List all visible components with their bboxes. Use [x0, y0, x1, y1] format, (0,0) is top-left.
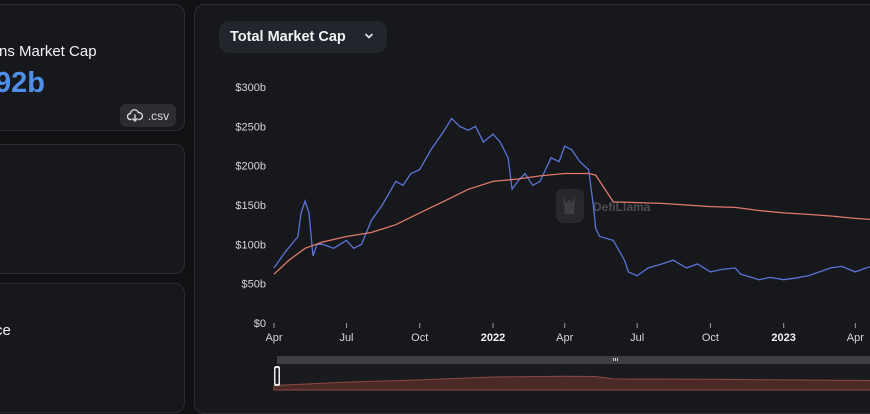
date-range-brush[interactable] [273, 356, 870, 391]
y-tick-label: $200b [235, 161, 266, 173]
y-tick-label: $150b [235, 200, 266, 212]
x-tick-label: Jul [339, 332, 353, 344]
x-tick-label: 2023 [771, 332, 795, 344]
cloud-download-icon [126, 109, 143, 122]
chevron-down-icon [365, 33, 373, 39]
x-tick-label: Apr [265, 332, 282, 344]
market-cap-value: 92b [0, 67, 45, 99]
brush-bar[interactable] [277, 356, 870, 364]
csv-label: .csv [147, 108, 170, 123]
watermark-text: DefiLlama [593, 200, 651, 214]
stat-card-3-label: ce [0, 322, 11, 339]
brush-grip-icon [613, 358, 618, 361]
market-cap-label: ns Market Cap [0, 43, 97, 60]
market-cap-chart: DefiLlama $0 $50b $100b $150b $200b $250b $300… [235, 82, 870, 391]
x-tick-label: Jul [630, 332, 644, 344]
y-tick-label: $250b [235, 121, 266, 133]
x-tick-label: Oct [411, 332, 428, 344]
stat-card-2 [0, 144, 185, 274]
y-tick-label: $300b [235, 82, 266, 94]
y-tick-label: $100b [235, 239, 266, 251]
x-tick-label: Apr [847, 332, 864, 344]
y-tick-label: $0 [254, 318, 266, 330]
y-tick-label: $50b [242, 279, 266, 291]
x-tick-label: Oct [702, 332, 719, 344]
series-line-market-cap [273, 117, 870, 281]
market-cap-stat-card: ns Market Cap 92b .csv [0, 4, 185, 131]
brush-preview-area [273, 375, 870, 391]
metric-selector-label: Total Market Cap [230, 29, 346, 45]
x-tick-label: Apr [556, 332, 573, 344]
metric-selector-dropdown[interactable]: Total Market Cap [219, 21, 387, 53]
download-csv-button[interactable]: .csv [120, 104, 176, 127]
x-tick-label: 2022 [481, 332, 505, 344]
chart-card: Total Market Cap [194, 4, 870, 414]
series-line-secondary [273, 172, 870, 275]
defillama-watermark: DefiLlama [556, 189, 651, 223]
